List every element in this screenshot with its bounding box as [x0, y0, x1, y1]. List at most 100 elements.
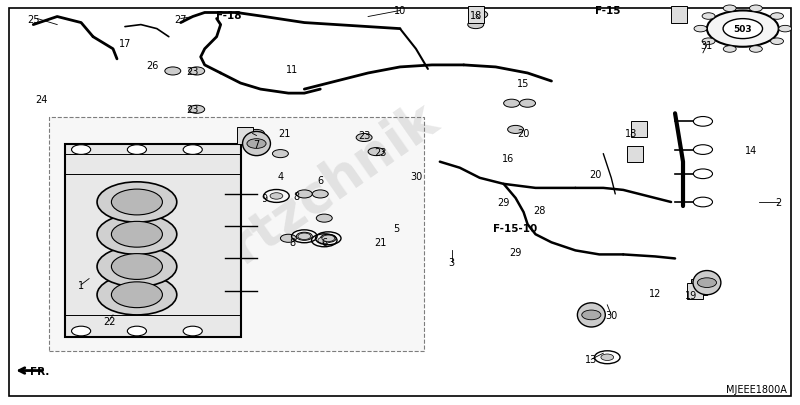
Circle shape: [320, 234, 336, 243]
Text: 19: 19: [685, 290, 697, 300]
Text: 17: 17: [118, 38, 131, 49]
Text: 20: 20: [589, 169, 602, 179]
Circle shape: [183, 145, 202, 155]
Text: 18: 18: [470, 11, 482, 20]
Text: 2: 2: [775, 198, 782, 207]
Text: 31: 31: [701, 40, 713, 51]
Circle shape: [770, 39, 783, 45]
Text: F-15: F-15: [594, 6, 620, 17]
Text: F-18: F-18: [216, 11, 242, 20]
Text: 21: 21: [374, 238, 386, 248]
Text: 8: 8: [294, 192, 299, 201]
Circle shape: [694, 170, 713, 179]
Circle shape: [318, 237, 330, 244]
Text: 8: 8: [290, 238, 295, 248]
FancyBboxPatch shape: [468, 7, 484, 23]
Circle shape: [183, 326, 202, 336]
Ellipse shape: [242, 132, 270, 156]
Circle shape: [127, 145, 146, 155]
Text: 23: 23: [186, 67, 199, 77]
Circle shape: [694, 117, 713, 127]
Circle shape: [189, 106, 205, 114]
Circle shape: [249, 130, 265, 138]
Circle shape: [71, 145, 90, 155]
Circle shape: [316, 215, 332, 223]
Circle shape: [582, 310, 601, 320]
Text: 30: 30: [410, 171, 422, 181]
Circle shape: [508, 126, 523, 134]
Circle shape: [322, 235, 334, 242]
Text: 30: 30: [605, 310, 618, 320]
Text: 28: 28: [534, 206, 546, 215]
Circle shape: [127, 326, 146, 336]
Circle shape: [601, 354, 614, 360]
Circle shape: [750, 47, 762, 53]
Text: 23: 23: [358, 131, 370, 141]
FancyBboxPatch shape: [65, 144, 241, 337]
Text: 23: 23: [186, 105, 199, 115]
Circle shape: [368, 148, 384, 156]
Circle shape: [312, 190, 328, 198]
Circle shape: [694, 145, 713, 155]
Text: 16: 16: [502, 153, 514, 163]
Text: 3: 3: [449, 258, 455, 268]
Text: 14: 14: [745, 145, 757, 155]
Circle shape: [723, 6, 736, 13]
Text: 9: 9: [262, 194, 267, 203]
Circle shape: [71, 326, 90, 336]
Text: 18: 18: [625, 129, 638, 139]
FancyBboxPatch shape: [687, 283, 703, 299]
Circle shape: [694, 26, 707, 33]
FancyBboxPatch shape: [671, 7, 687, 23]
FancyBboxPatch shape: [627, 146, 643, 162]
Text: 29: 29: [510, 248, 522, 258]
Circle shape: [97, 215, 177, 255]
Text: 10: 10: [394, 6, 406, 17]
FancyBboxPatch shape: [631, 122, 647, 138]
Circle shape: [770, 14, 783, 20]
Circle shape: [273, 150, 288, 158]
Text: 29: 29: [498, 198, 510, 207]
Circle shape: [281, 234, 296, 243]
FancyBboxPatch shape: [691, 279, 707, 295]
Circle shape: [111, 222, 162, 247]
Circle shape: [519, 100, 535, 108]
FancyBboxPatch shape: [10, 9, 790, 396]
Circle shape: [504, 100, 519, 108]
Text: 20: 20: [518, 129, 530, 139]
Circle shape: [270, 193, 283, 200]
Text: 1: 1: [78, 280, 84, 290]
Text: 6: 6: [322, 238, 327, 248]
Text: 5: 5: [393, 224, 399, 234]
Text: 23: 23: [374, 147, 386, 157]
Circle shape: [723, 19, 762, 40]
Text: 15: 15: [518, 79, 530, 89]
Circle shape: [707, 11, 778, 48]
Text: FR.: FR.: [30, 367, 50, 376]
FancyBboxPatch shape: [237, 128, 253, 144]
Text: 21: 21: [278, 129, 290, 139]
Circle shape: [694, 198, 713, 207]
Circle shape: [698, 278, 717, 288]
Text: 11: 11: [286, 65, 298, 75]
Text: 13: 13: [586, 354, 598, 364]
Text: 4: 4: [278, 171, 283, 181]
Circle shape: [472, 11, 488, 19]
Text: 12: 12: [649, 288, 662, 298]
Circle shape: [298, 233, 310, 240]
Circle shape: [702, 39, 715, 45]
Text: F-15-10: F-15-10: [494, 224, 538, 234]
Circle shape: [111, 254, 162, 280]
Ellipse shape: [578, 303, 606, 327]
Circle shape: [111, 190, 162, 215]
Text: 6: 6: [318, 175, 323, 185]
Circle shape: [189, 68, 205, 76]
Text: 26: 26: [146, 61, 159, 71]
Circle shape: [296, 190, 312, 198]
Circle shape: [165, 68, 181, 76]
Text: MJEEE1800A: MJEEE1800A: [726, 384, 786, 394]
Text: 25: 25: [27, 15, 39, 24]
Circle shape: [702, 14, 715, 20]
FancyBboxPatch shape: [50, 118, 424, 351]
Text: 27: 27: [174, 15, 187, 24]
